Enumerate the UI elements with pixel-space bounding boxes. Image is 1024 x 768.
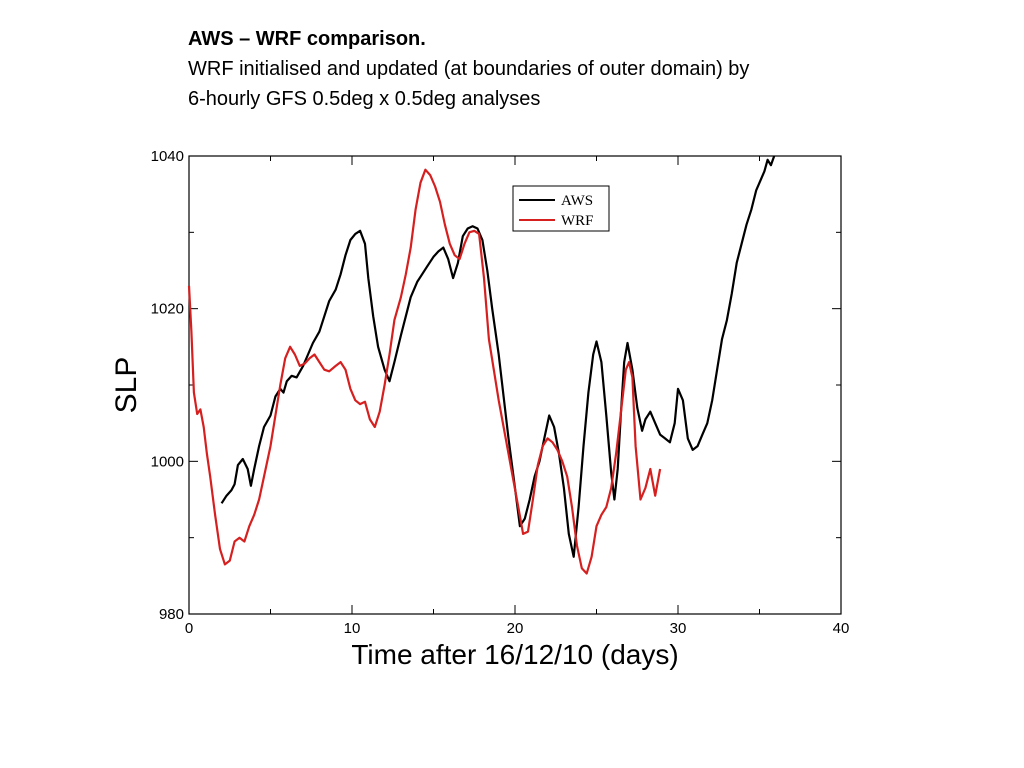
- series-line-aws: [220, 155, 776, 558]
- legend: AWS WRF: [512, 185, 610, 232]
- legend-box: [512, 185, 610, 232]
- y-tick-labels: 980 1000 1020 1040: [151, 148, 184, 623]
- x-tick-label: 40: [833, 620, 850, 637]
- x-tick-label: 20: [507, 620, 524, 637]
- y-tick-label: 980: [159, 606, 184, 623]
- axis-ticks: [188, 155, 842, 615]
- slide-subtitle-line-2: 6-hourly GFS 0.5deg x 0.5deg analyses: [188, 88, 541, 110]
- x-tick-label: 30: [670, 620, 687, 637]
- x-tick-label: 10: [344, 620, 361, 637]
- y-axis-label: SLP: [110, 357, 143, 414]
- series-line-wrf: [187, 168, 662, 575]
- legend-label-aws: AWS: [561, 193, 593, 209]
- y-tick-label: 1040: [151, 148, 184, 165]
- slide-title: AWS – WRF comparison.: [188, 28, 426, 50]
- x-tick-labels: 0 10 20 30 40: [185, 620, 850, 637]
- y-tick-label: 1020: [151, 301, 184, 318]
- slide-subtitle-line-1: WRF initialised and updated (at boundari…: [188, 58, 750, 80]
- x-axis-label: Time after 16/12/10 (days): [351, 639, 678, 670]
- series-lines: [187, 155, 776, 575]
- y-tick-label: 1000: [151, 453, 184, 470]
- slide-heading: AWS – WRF comparison. WRF initialised an…: [188, 24, 988, 114]
- x-tick-label: 0: [185, 620, 193, 637]
- legend-label-wrf: WRF: [561, 213, 594, 229]
